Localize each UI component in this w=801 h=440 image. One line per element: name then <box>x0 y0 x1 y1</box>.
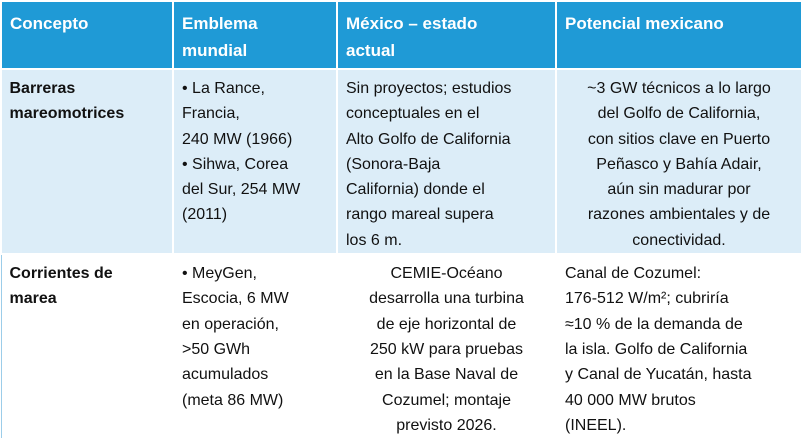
cell-line: Alto Golfo de California <box>346 130 511 148</box>
table-row: Corrientes de marea • MeyGen, Escocia, 6 MW… <box>0 253 801 440</box>
cell-line: rango mareal supera <box>346 206 494 224</box>
table-row: Barreras mareomotrices • La Rance, Francia,… <box>0 67 801 256</box>
cell-line: Concepto <box>10 14 89 33</box>
table-cell: Canal de Cozumel: 176-512 W/m²; cubriría ≈… <box>555 253 801 440</box>
cell-line: acumulados <box>182 366 269 384</box>
cell-line: conectividad. <box>632 231 726 249</box>
cell-line: • MeyGen, <box>182 265 257 283</box>
cell-line: >50 GWh <box>182 340 251 358</box>
header-cell: Concepto <box>0 0 174 70</box>
cell-line: con sitios clave en Puerto <box>587 130 771 148</box>
table-body: Barreras mareomotrices • La Rance, Francia,… <box>0 67 801 440</box>
cell-line: 250 kW para pruebas <box>370 340 523 358</box>
cell-line: ≈10 % de la demanda de <box>565 315 743 333</box>
cell-line: Francia, <box>182 105 240 123</box>
cell-line: ~3 GW técnicos a lo largo <box>587 80 771 97</box>
cell-line: la isla. Golfo de California <box>565 340 748 358</box>
cell-line: Corrientes de <box>9 265 113 283</box>
header-row: Concepto Emblema mundial México – estado act… <box>0 0 801 70</box>
cell-line: Potencial mexicano <box>565 14 724 33</box>
cell-line: 240 MW (1966) <box>182 130 293 148</box>
cell-line: Sin proyectos; estudios <box>346 80 512 97</box>
table-cell: CEMIE-Océano desarrolla una turbina de eje… <box>336 253 557 440</box>
table-cell: ~3 GW técnicos a lo largo del Golfo de Ca… <box>555 67 801 256</box>
cell-line: México – estado <box>346 14 478 33</box>
cell-line: aún sin madurar por <box>607 181 751 199</box>
cell-line: mundial <box>182 41 248 60</box>
cell-line: conceptuales en el <box>346 105 480 123</box>
header-cell: Potencial mexicano <box>555 0 801 70</box>
header-cell: México – estado actual <box>336 0 557 70</box>
table-cell: • La Rance, Francia, 240 MW (1966) • Sihwa,… <box>172 67 338 256</box>
cell-line: Emblema <box>182 14 258 33</box>
cell-line: Peñasco y Bahía Adair, <box>596 155 762 173</box>
cell-line: Barreras <box>9 80 76 97</box>
cell-line: Canal de Cozumel: <box>565 265 702 283</box>
table-cell: • MeyGen, Escocia, 6 MW en operación, >50 G… <box>172 253 338 440</box>
cell-line: de eje horizontal de <box>376 315 517 333</box>
cell-line: (INEEL). <box>565 416 627 434</box>
cell-line: marea <box>9 290 57 308</box>
cell-line: (2011) <box>182 206 228 224</box>
cell-line: (meta 86 MW) <box>182 391 284 409</box>
cell-line: y Canal de Yucatán, hasta <box>565 366 752 384</box>
cell-line: actual <box>346 41 396 60</box>
cell-line: Cozumel; montaje <box>382 391 511 409</box>
cell-line: razones ambientales y de <box>587 206 771 224</box>
cell-line: del Golfo de California, <box>597 105 761 123</box>
cell-line: CEMIE-Océano <box>390 265 503 283</box>
cell-line: (Sonora-Baja <box>346 155 441 173</box>
cell-line: mareomotrices <box>9 105 125 123</box>
cell-line: del Sur, 254 MW <box>182 181 301 199</box>
table-cell: Sin proyectos; estudios conceptuales en e… <box>336 67 557 256</box>
cell-line: desarrolla una turbina <box>369 290 524 308</box>
cell-line: • La Rance, <box>182 80 265 97</box>
table-cell: Corrientes de marea <box>0 253 174 440</box>
table-cell: Barreras mareomotrices <box>0 67 174 256</box>
cell-line: en operación, <box>182 315 279 333</box>
cell-line: en la Base Naval de <box>374 366 519 384</box>
cell-line: California) donde el <box>346 181 485 199</box>
cell-line: • Sihwa, Corea <box>182 155 289 173</box>
header-cell: Emblema mundial <box>172 0 338 70</box>
cell-line: 40 000 MW brutos <box>565 391 696 409</box>
cell-line: previsto 2026. <box>396 416 497 434</box>
cell-line: Escocia, 6 MW <box>182 290 289 308</box>
cell-line: 176-512 W/m²; cubriría <box>565 290 729 308</box>
cell-line: los 6 m. <box>346 231 403 249</box>
